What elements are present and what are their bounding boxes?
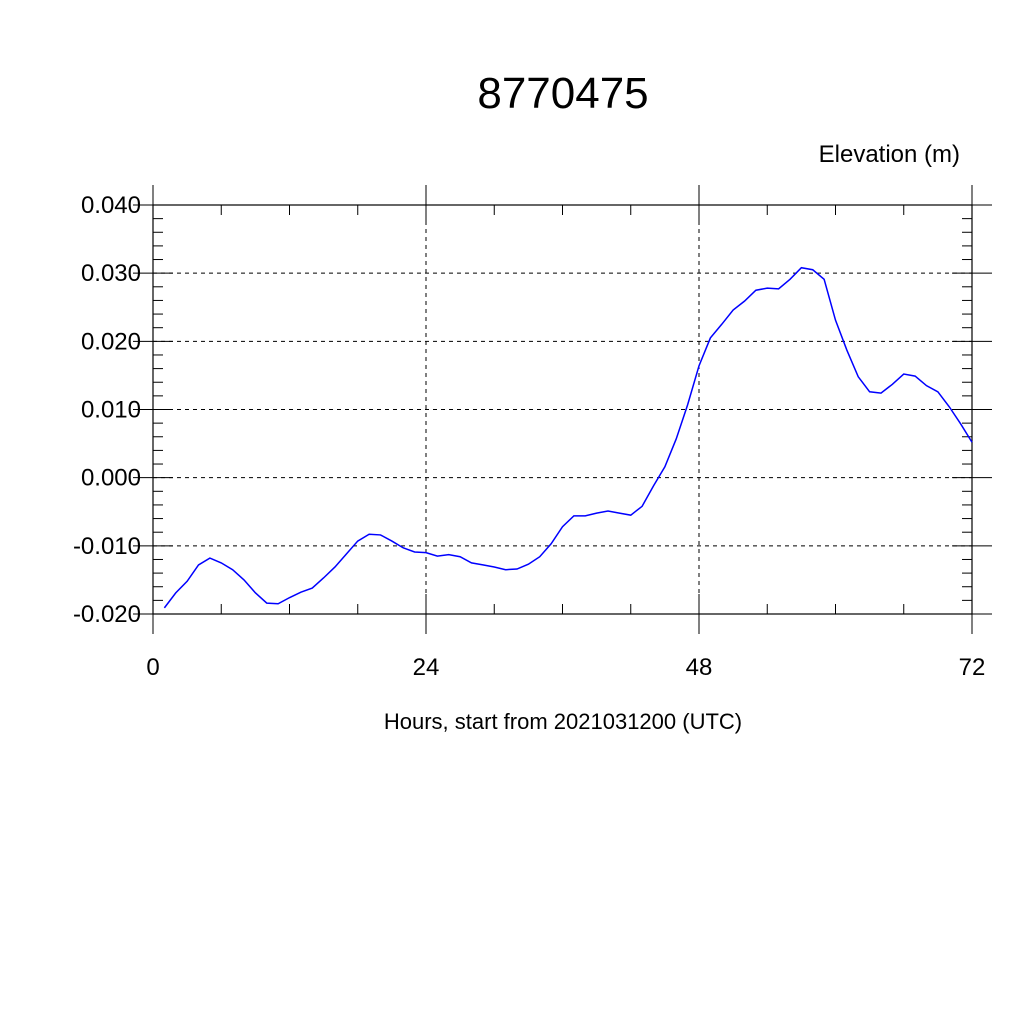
y-tick-label: 0.020 [81,328,141,355]
y-tick-label: -0.010 [73,533,141,560]
x-tick-label: 24 [413,654,440,681]
y-tick-label: 0.010 [81,397,141,424]
plot-frame [152,204,973,615]
y-tick-label: 0.030 [81,260,141,287]
chart-title: 8770475 [477,69,648,118]
x-tick-label: 0 [146,654,159,681]
x-axis-label: Hours, start from 2021031200 (UTC) [384,709,742,734]
y-tick-label: -0.020 [73,601,141,628]
y-axis-label: Elevation (m) [819,141,960,168]
x-tick-label: 48 [686,654,713,681]
x-tick-label: 72 [959,654,986,681]
data-line [163,266,973,609]
y-tick-label: 0.040 [81,192,141,219]
y-tick-label: 0.000 [81,465,141,492]
